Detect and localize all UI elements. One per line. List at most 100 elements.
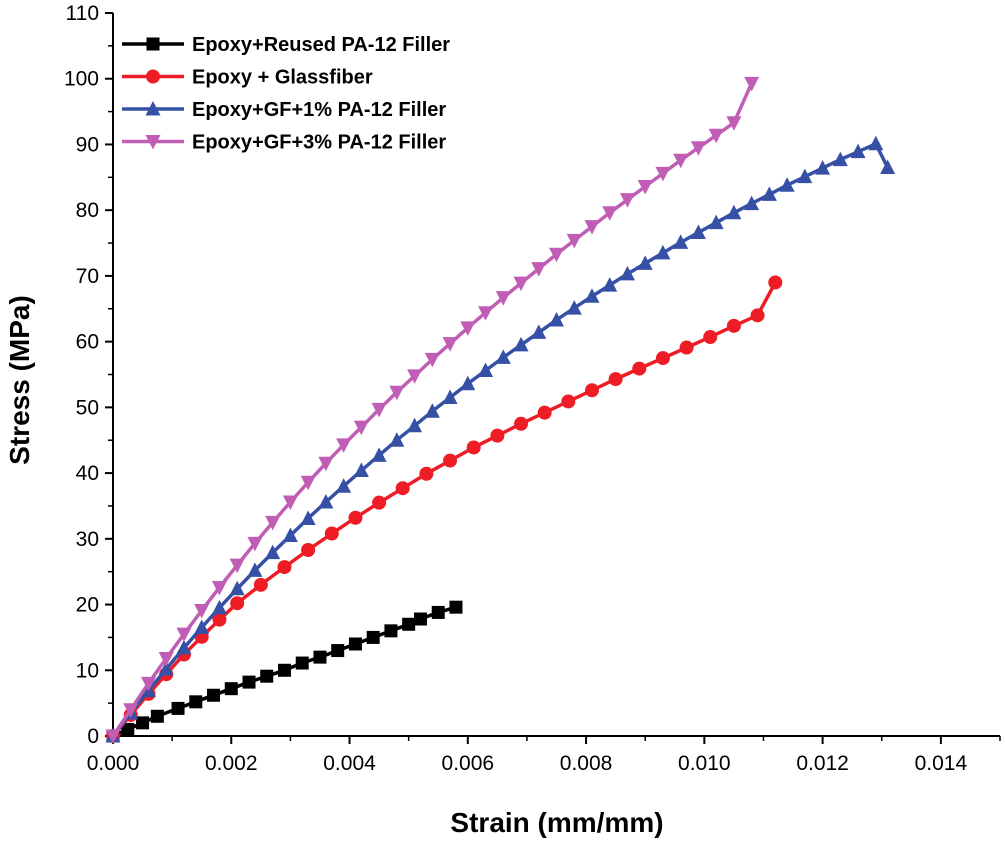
- legend-label: Epoxy+Reused PA-12 Filler: [192, 34, 450, 56]
- y-tick-label: 90: [76, 133, 99, 156]
- data-point: [815, 160, 831, 175]
- data-point: [353, 420, 369, 436]
- data-point: [313, 650, 327, 664]
- data-point: [531, 324, 547, 339]
- data-point: [750, 308, 765, 323]
- data-point: [171, 701, 185, 715]
- y-tick-label: 30: [76, 528, 99, 551]
- data-point: [726, 318, 741, 333]
- data-point: [336, 438, 352, 453]
- data-point: [318, 494, 334, 509]
- data-point: [466, 440, 481, 455]
- data-point: [726, 116, 742, 131]
- data-point: [371, 402, 387, 418]
- data-point: [318, 456, 334, 472]
- data-point: [402, 617, 416, 631]
- data-point: [158, 660, 174, 676]
- data-point: [690, 141, 706, 156]
- y-tick-label: 80: [76, 199, 99, 222]
- data-point: [247, 562, 263, 577]
- data-point: [584, 288, 600, 303]
- data-point: [850, 143, 866, 159]
- data-point: [189, 695, 203, 709]
- data-point: [431, 605, 445, 619]
- x-axis-title: Strain (mm/mm): [450, 807, 663, 838]
- data-point: [708, 214, 724, 230]
- legend: Epoxy+Reused PA-12 Filler Epoxy + Glassfi…: [122, 34, 450, 154]
- data-point: [366, 630, 380, 644]
- legend-marker: [145, 135, 161, 150]
- data-point: [242, 675, 256, 689]
- y-tick-label: 70: [76, 265, 99, 288]
- x-tick-label: 0.000: [87, 752, 140, 775]
- data-point: [679, 340, 694, 355]
- data-point: [348, 637, 362, 651]
- data-point: [495, 291, 511, 306]
- data-point: [619, 193, 635, 208]
- data-point: [207, 688, 221, 702]
- data-point: [407, 369, 423, 384]
- y-tick-label: 50: [76, 396, 99, 419]
- data-point: [761, 186, 777, 201]
- data-point: [295, 656, 309, 670]
- data-point: [460, 321, 476, 336]
- data-point: [703, 330, 718, 345]
- data-point: [265, 515, 281, 531]
- series-3: [105, 135, 896, 743]
- data-point: [229, 558, 245, 574]
- x-tick-label: 0.002: [205, 752, 258, 775]
- data-point: [211, 599, 227, 615]
- y-tick-label: 60: [76, 331, 99, 354]
- data-point: [442, 389, 458, 405]
- data-point: [514, 416, 529, 431]
- data-point: [277, 663, 291, 677]
- data-point: [673, 153, 689, 169]
- data-point: [443, 453, 458, 468]
- legend-label: Epoxy+GF+3% PA-12 Filler: [192, 132, 446, 154]
- data-point: [150, 709, 164, 723]
- data-point: [260, 669, 274, 683]
- data-point: [324, 526, 339, 541]
- data-point: [371, 447, 387, 462]
- data-point: [673, 234, 689, 249]
- data-point: [300, 510, 316, 525]
- data-point: [331, 644, 345, 658]
- data-point: [230, 596, 245, 611]
- data-point: [478, 306, 494, 321]
- data-point: [282, 495, 298, 511]
- data-point: [490, 428, 505, 443]
- data-point: [566, 233, 582, 249]
- legend-marker: [146, 69, 160, 84]
- data-point: [655, 166, 671, 182]
- data-point: [690, 224, 706, 240]
- data-point: [584, 220, 600, 235]
- data-point: [744, 195, 760, 211]
- data-point: [336, 478, 352, 493]
- data-point: [348, 510, 363, 525]
- data-point: [247, 536, 263, 552]
- y-tick-label: 110: [66, 2, 99, 25]
- data-point: [744, 76, 760, 92]
- data-point: [277, 560, 292, 575]
- data-point: [531, 262, 547, 277]
- data-point: [300, 475, 316, 491]
- data-point: [478, 362, 494, 378]
- data-point: [136, 716, 150, 730]
- x-tick-label: 0.006: [442, 752, 495, 775]
- x-tick-label: 0.004: [323, 752, 376, 775]
- data-point: [282, 527, 298, 543]
- data-point: [211, 580, 227, 596]
- data-point: [121, 722, 135, 736]
- y-axis-title: Stress (MPa): [4, 295, 35, 465]
- x-tick-label: 0.010: [678, 752, 731, 775]
- data-point: [619, 265, 635, 281]
- data-point: [880, 159, 896, 174]
- legend-label: Epoxy+GF+1% PA-12 Filler: [192, 99, 446, 121]
- data-point: [637, 255, 653, 270]
- data-point: [424, 352, 440, 368]
- legend-marker: [146, 37, 160, 51]
- data-point: [549, 247, 564, 263]
- data-point: [372, 495, 387, 510]
- series-4: [105, 76, 760, 744]
